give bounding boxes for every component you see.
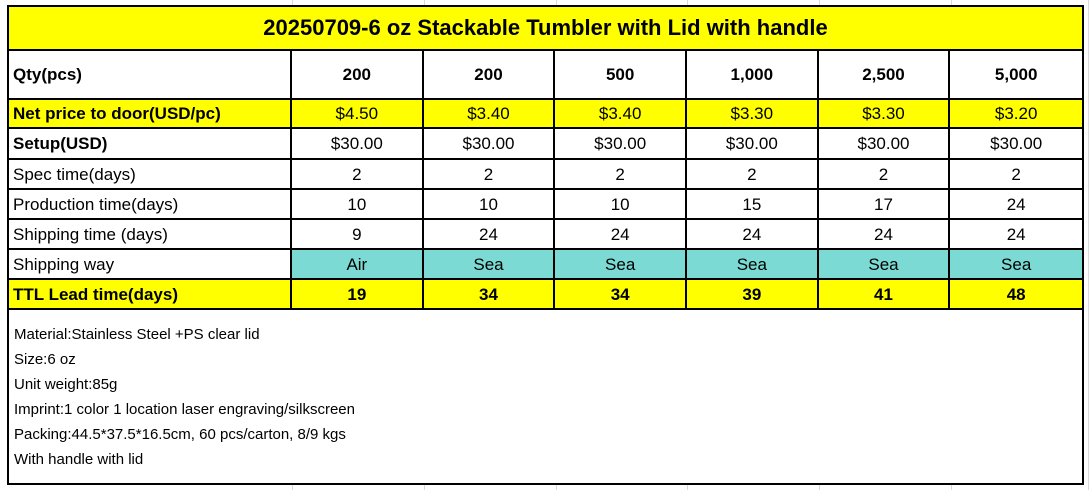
ttl-lead-time-cell[interactable]: 39 (687, 280, 819, 310)
row-label-setup[interactable]: Setup(USD) (9, 129, 292, 160)
note-packing: Packing:44.5*37.5*16.5cm, 60 pcs/carton,… (14, 426, 346, 443)
sheet-gridline (1088, 0, 1089, 490)
row-label-shipping-way[interactable]: Shipping way (9, 250, 292, 280)
ttl-lead-time-cell[interactable]: 34 (423, 280, 556, 310)
spec-time-cell[interactable]: 2 (818, 160, 951, 190)
table-title-cell[interactable]: 20250709-6 oz Stackable Tumbler with Lid… (9, 7, 1082, 51)
spec-time-cell[interactable]: 2 (555, 160, 687, 190)
shipping-time-cell[interactable]: 24 (423, 220, 556, 250)
row-label-qty[interactable]: Qty(pcs) (9, 51, 292, 100)
production-time-cell[interactable]: 10 (555, 190, 687, 220)
net-price-cell[interactable]: $4.50 (292, 100, 424, 129)
sheet-gridline (819, 485, 820, 490)
shipping-time-cell[interactable]: 9 (292, 220, 424, 250)
spec-time-cell[interactable]: 2 (423, 160, 556, 190)
sheet-gridline (951, 485, 952, 490)
note-handle-lid: With handle with lid (14, 451, 144, 468)
sheet-gridline (951, 0, 952, 5)
sheet-gridline (424, 0, 425, 5)
setup-cell[interactable]: $30.00 (292, 129, 424, 160)
ttl-lead-time-cell[interactable]: 41 (818, 280, 951, 310)
net-price-cell[interactable]: $3.30 (818, 100, 951, 129)
qty-cell[interactable]: 200 (423, 51, 556, 100)
qty-cell[interactable]: 5,000 (950, 51, 1082, 100)
ttl-lead-time-cell[interactable]: 19 (292, 280, 424, 310)
net-price-cell[interactable]: $3.40 (423, 100, 556, 129)
qty-cell[interactable]: 200 (292, 51, 424, 100)
row-label-spec-time[interactable]: Spec time(days) (9, 160, 292, 190)
shipping-way-cell[interactable]: Sea (555, 250, 687, 280)
product-notes[interactable]: Material:Stainless Steel +PS clear lid S… (9, 310, 1082, 483)
production-time-cell[interactable]: 10 (292, 190, 424, 220)
shipping-way-cell[interactable]: Sea (818, 250, 951, 280)
row-label-production-time[interactable]: Production time(days) (9, 190, 292, 220)
production-time-cell[interactable]: 10 (423, 190, 556, 220)
setup-cell[interactable]: $30.00 (687, 129, 819, 160)
note-material: Material:Stainless Steel +PS clear lid (14, 326, 260, 343)
sheet-gridline (556, 485, 557, 490)
shipping-time-cell[interactable]: 24 (687, 220, 819, 250)
production-time-cell[interactable]: 24 (950, 190, 1082, 220)
shipping-time-cell[interactable]: 24 (555, 220, 687, 250)
qty-cell[interactable]: 1,000 (687, 51, 819, 100)
spec-time-cell[interactable]: 2 (950, 160, 1082, 190)
setup-cell[interactable]: $30.00 (818, 129, 951, 160)
net-price-cell[interactable]: $3.20 (950, 100, 1082, 129)
shipping-way-cell[interactable]: Sea (687, 250, 819, 280)
sheet-gridline (292, 485, 293, 490)
setup-cell[interactable]: $30.00 (950, 129, 1082, 160)
qty-cell[interactable]: 500 (555, 51, 687, 100)
spec-time-cell[interactable]: 2 (292, 160, 424, 190)
setup-cell[interactable]: $30.00 (555, 129, 687, 160)
net-price-cell[interactable]: $3.30 (687, 100, 819, 129)
ttl-lead-time-cell[interactable]: 34 (555, 280, 687, 310)
sheet-gridline (292, 0, 293, 5)
row-label-net-price[interactable]: Net price to door(USD/pc) (9, 100, 292, 129)
sheet-gridline (556, 0, 557, 5)
qty-cell[interactable]: 2,500 (818, 51, 951, 100)
shipping-way-cell[interactable]: Sea (950, 250, 1082, 280)
shipping-way-cell[interactable]: Air (292, 250, 424, 280)
note-imprint: Imprint:1 color 1 location laser engravi… (14, 401, 355, 418)
sheet-gridline (687, 485, 688, 490)
sheet-gridline (687, 0, 688, 5)
note-size: Size:6 oz (14, 351, 76, 368)
net-price-cell[interactable]: $3.40 (555, 100, 687, 129)
shipping-time-cell[interactable]: 24 (950, 220, 1082, 250)
setup-cell[interactable]: $30.00 (423, 129, 556, 160)
shipping-way-cell[interactable]: Sea (423, 250, 556, 280)
shipping-time-cell[interactable]: 24 (818, 220, 951, 250)
production-time-cell[interactable]: 15 (687, 190, 819, 220)
quote-table: 20250709-6 oz Stackable Tumbler with Lid… (7, 5, 1084, 485)
row-label-shipping-time[interactable]: Shipping time (days) (9, 220, 292, 250)
note-unit-weight: Unit weight:85g (14, 376, 118, 393)
sheet-gridline (819, 0, 820, 5)
ttl-lead-time-cell[interactable]: 48 (950, 280, 1082, 310)
production-time-cell[interactable]: 17 (818, 190, 951, 220)
spec-time-cell[interactable]: 2 (687, 160, 819, 190)
sheet-gridline (424, 485, 425, 490)
row-label-ttl-lead-time[interactable]: TTL Lead time(days) (9, 280, 292, 310)
